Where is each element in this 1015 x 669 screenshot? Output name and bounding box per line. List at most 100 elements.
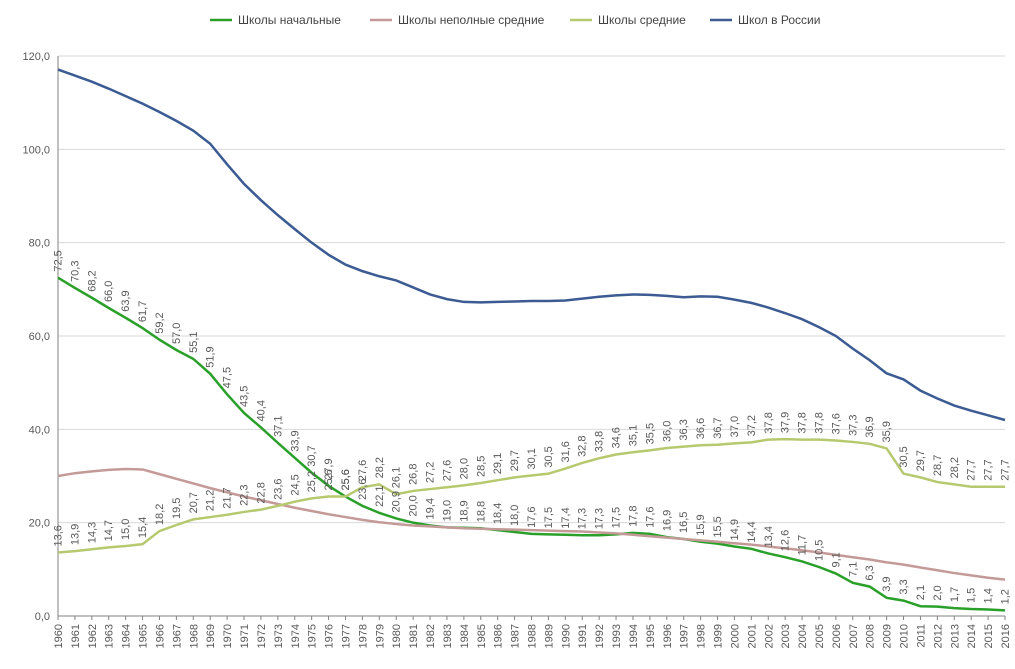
data-label: 19,0 — [441, 500, 453, 521]
x-tick-label: 1972 — [256, 624, 268, 648]
data-label: 37,9 — [780, 412, 792, 433]
x-tick-label: 1994 — [628, 624, 640, 648]
data-label: 2,1 — [915, 585, 927, 600]
data-label: 37,2 — [746, 415, 758, 436]
data-label: 24,5 — [289, 474, 301, 495]
data-label: 35,1 — [627, 425, 639, 446]
data-label: 33,8 — [594, 431, 606, 452]
x-tick-label: 2002 — [763, 624, 775, 648]
x-tick-label: 1984 — [459, 624, 471, 648]
data-label: 36,9 — [864, 416, 876, 437]
data-label: 57,0 — [171, 323, 183, 344]
data-label: 23,6 — [272, 478, 284, 499]
x-tick-label: 2006 — [831, 624, 843, 648]
data-label: 15,0 — [120, 519, 132, 540]
y-tick-label: 60,0 — [29, 331, 50, 343]
data-label: 37,8 — [763, 412, 775, 433]
x-tick-label: 2003 — [780, 624, 792, 648]
data-label: 43,5 — [239, 386, 251, 407]
data-label: 18,8 — [475, 501, 487, 522]
legend-label: Школы неполные средние — [398, 13, 545, 27]
legend-label: Школ в России — [738, 13, 820, 27]
data-label: 35,5 — [644, 423, 656, 444]
x-tick-label: 2009 — [882, 624, 894, 648]
x-tick-label: 1997 — [679, 624, 691, 648]
data-label: 22,8 — [255, 482, 267, 503]
data-label: 18,2 — [154, 504, 166, 525]
data-label: 13,9 — [69, 524, 81, 545]
x-tick-label: 1960 — [53, 624, 65, 648]
x-tick-label: 1963 — [104, 624, 116, 648]
data-label: 51,9 — [205, 346, 217, 367]
y-tick-label: 20,0 — [29, 518, 50, 530]
data-label: 47,5 — [222, 367, 234, 388]
data-label: 13,4 — [763, 526, 775, 547]
x-tick-label: 1990 — [560, 624, 572, 648]
data-label: 22,3 — [239, 485, 251, 506]
x-tick-label: 2011 — [915, 624, 927, 648]
data-label: 27,7 — [1000, 459, 1012, 480]
data-label: 20,7 — [188, 492, 200, 513]
data-label: 15,5 — [712, 516, 724, 537]
data-label: 35,9 — [881, 421, 893, 442]
data-label: 14,9 — [729, 519, 741, 540]
data-label: 27,6 — [357, 460, 369, 481]
x-tick-label: 1982 — [425, 624, 437, 648]
data-label: 17,3 — [594, 508, 606, 529]
data-label: 59,2 — [154, 312, 166, 333]
x-tick-label: 1975 — [307, 624, 319, 648]
x-tick-label: 1993 — [611, 624, 623, 648]
x-tick-label: 1991 — [577, 624, 589, 648]
legend-label: Школы средние — [598, 13, 686, 27]
data-label: 1,5 — [966, 588, 978, 603]
x-tick-label: 1969 — [205, 624, 217, 648]
data-label: 40,4 — [255, 400, 267, 421]
x-tick-label: 2010 — [899, 624, 911, 648]
x-tick-label: 2008 — [865, 624, 877, 648]
x-tick-label: 1985 — [476, 624, 488, 648]
y-tick-label: 120,0 — [22, 51, 50, 63]
data-label: 1,7 — [949, 587, 961, 602]
data-label: 36,0 — [661, 421, 673, 442]
data-label: 30,7 — [306, 445, 318, 466]
x-tick-label: 1967 — [171, 624, 183, 648]
data-label: 14,7 — [103, 520, 115, 541]
chart-svg: 0,020,040,060,080,0100,0120,019601961196… — [0, 0, 1015, 669]
data-label: 20,9 — [391, 491, 403, 512]
data-label: 17,6 — [644, 506, 656, 527]
data-label: 14,4 — [746, 521, 758, 542]
data-label: 55,1 — [188, 331, 200, 352]
x-tick-label: 1978 — [357, 624, 369, 648]
x-tick-label: 2004 — [797, 624, 809, 648]
x-tick-label: 1962 — [87, 624, 99, 648]
x-tick-label: 1977 — [340, 624, 352, 648]
x-tick-label: 2014 — [966, 624, 978, 648]
x-tick-label: 2001 — [746, 624, 758, 648]
data-label: 22,1 — [374, 485, 386, 506]
data-label: 30,5 — [543, 446, 555, 467]
legend-label: Школы начальные — [238, 13, 341, 27]
data-label: 17,5 — [611, 507, 623, 528]
x-tick-label: 1970 — [222, 624, 234, 648]
data-label: 19,5 — [171, 498, 183, 519]
x-tick-label: 1983 — [442, 624, 454, 648]
data-label: 37,6 — [830, 413, 842, 434]
y-tick-label: 100,0 — [22, 144, 50, 156]
line-chart: 0,020,040,060,080,0100,0120,019601961196… — [0, 0, 1015, 669]
data-label: 18,9 — [458, 500, 470, 521]
data-label: 21,2 — [205, 490, 217, 511]
x-tick-label: 1974 — [290, 624, 302, 648]
data-label: 12,6 — [780, 530, 792, 551]
data-label: 7,1 — [847, 562, 859, 577]
data-label: 70,3 — [69, 261, 81, 282]
x-tick-label: 2016 — [1000, 624, 1012, 648]
x-tick-label: 2000 — [729, 624, 741, 648]
data-label: 18,0 — [509, 505, 521, 526]
data-label: 20,0 — [408, 495, 420, 516]
data-label: 11,7 — [797, 535, 809, 556]
data-label: 1,4 — [983, 588, 995, 603]
data-label: 17,4 — [560, 507, 572, 528]
x-tick-label: 1996 — [662, 624, 674, 648]
data-label: 6,3 — [864, 565, 876, 580]
x-tick-label: 1980 — [391, 624, 403, 648]
